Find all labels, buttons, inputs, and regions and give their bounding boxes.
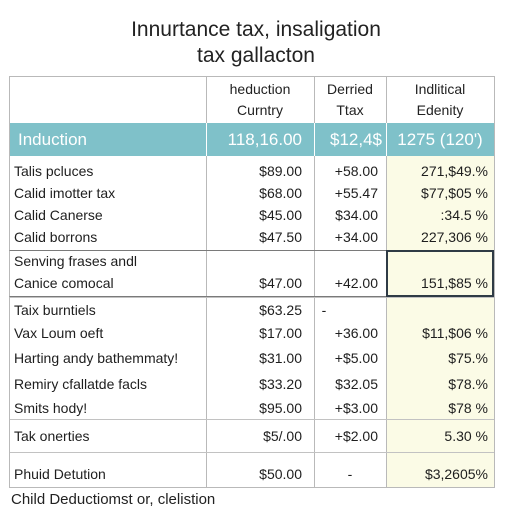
row-col2: $47.00 (259, 275, 302, 291)
row-col4: 151,$85 % (421, 275, 488, 291)
row-col4: $3,2605% (424, 466, 488, 482)
band-divider (206, 123, 207, 156)
grouped-row-highlight (386, 250, 494, 297)
tax-table: heduction Curntry Derried Ttax Indlitica… (9, 76, 495, 488)
col4-header-line1: Indlitical (414, 81, 466, 97)
group-separator (10, 297, 494, 298)
row-col3: - (347, 466, 353, 482)
row-col2: $45.00 (259, 207, 302, 223)
row-col2: $17.00 (259, 325, 302, 341)
row-label: Calid Canerse (14, 207, 103, 223)
row-col3: $32.05 (335, 376, 378, 392)
row-col3: $34.00 (335, 207, 378, 223)
row-col4: $78 % (448, 400, 488, 416)
page-subtitle: tax gallacton (197, 44, 315, 67)
row-col3: +$5.00 (334, 350, 378, 366)
row-col4: 227,306 % (421, 229, 488, 245)
highlight-column-bottom (386, 297, 494, 487)
row-col4: $75.% (448, 350, 488, 366)
band-col2: 118,16.00 (227, 130, 302, 149)
band-divider (314, 123, 315, 156)
row-col4: :34.5 % (440, 207, 488, 223)
row-label: Canice comocal (14, 275, 114, 291)
col3-header-line2: Ttax (336, 102, 364, 118)
group-separator (10, 419, 494, 420)
row-col3: +$2.00 (334, 428, 378, 444)
row-col2: $50.00 (259, 466, 302, 482)
row-col2: $47.50 (259, 229, 302, 245)
band-divider (386, 123, 387, 156)
row-col2: $95.00 (259, 400, 302, 416)
col4-header-line2: Edenity (416, 102, 464, 118)
row-col2: $63.25 (259, 302, 302, 318)
row-col2: $89.00 (259, 163, 302, 179)
row-label: Calid imotter tax (14, 185, 116, 201)
band-col4: 1275 (120') (397, 130, 483, 149)
row-col2: $33.20 (259, 376, 302, 392)
row-col3: +42.00 (334, 275, 378, 291)
row-col4: $77,$05 % (421, 185, 488, 201)
highlight-column-top (386, 156, 494, 250)
row-label: Tak onerties (14, 428, 90, 444)
row-col3: - (321, 302, 327, 318)
column-divider (206, 77, 207, 487)
band-label: Induction (18, 130, 87, 149)
row-col3: +58.00 (334, 163, 378, 179)
col2-header-line2: Curntry (237, 102, 283, 118)
row-label: Vax Loum oeft (14, 325, 104, 341)
row-col3: +$3.00 (334, 400, 378, 416)
col2-header-line1: heduction (229, 81, 291, 97)
row-label: Smits hody! (14, 400, 88, 416)
row-col2: $5/.00 (263, 428, 302, 444)
row-label: Remiry cfallatde facls (14, 376, 148, 392)
row-col2: $68.00 (259, 185, 302, 201)
row-col2: $31.00 (259, 350, 302, 366)
row-col3: +55.47 (334, 185, 378, 201)
row-col3: +36.00 (334, 325, 378, 341)
row-label: Senving frases andl (14, 253, 137, 269)
row-label: Talis pcluces (14, 163, 94, 179)
row-label: Taix burntiels (14, 302, 96, 318)
row-col4: $78.% (448, 376, 488, 392)
row-col4: 271,$49.% (421, 163, 488, 179)
row-label: Phuid Detution (14, 466, 106, 482)
column-divider (314, 77, 315, 487)
row-col3: +34.00 (334, 229, 378, 245)
row-label: Calid borrons (14, 229, 98, 245)
page-title: Innurtance tax, insaligation (131, 18, 381, 41)
row-col4: 5.30 % (444, 428, 488, 444)
induction-band: Induction 118,16.00 $12,4$ 1275 (120') (10, 123, 494, 156)
row-label: Harting andy bathemmaty! (14, 350, 179, 366)
band-col3: $12,4$ (330, 130, 382, 149)
footer-caption: Child Deductiomst or, clelistion (11, 491, 216, 508)
group-separator (10, 452, 494, 453)
row-col4: $11,$06 % (422, 325, 488, 341)
col3-header-line1: Derried (327, 81, 373, 97)
